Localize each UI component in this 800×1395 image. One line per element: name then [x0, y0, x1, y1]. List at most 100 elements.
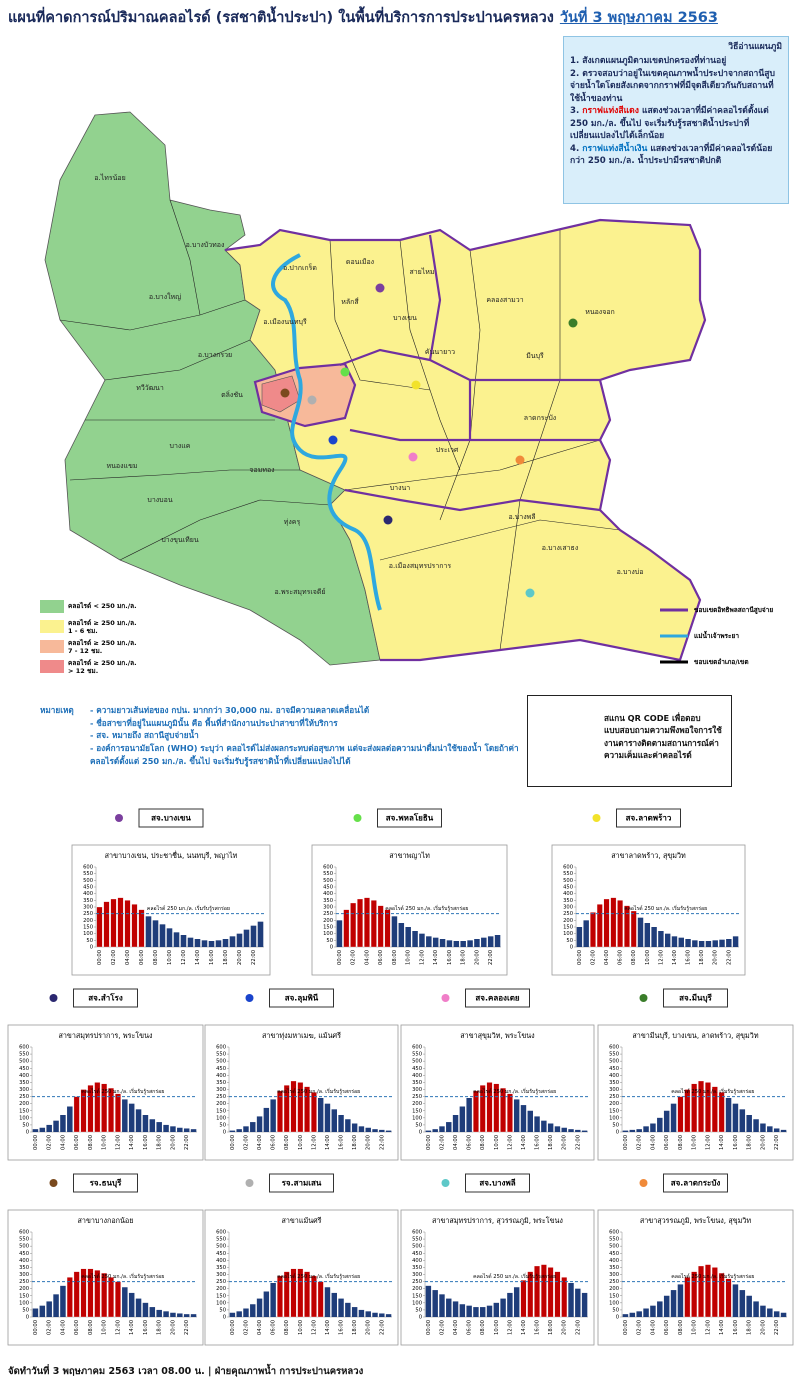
y-tick-label: 550 — [83, 871, 93, 877]
x-tick-label: 14:00 — [521, 1320, 527, 1335]
y-tick-label: 100 — [412, 1115, 422, 1121]
x-tick-label: 10:00 — [167, 950, 173, 965]
x-tick-label: 12:00 — [507, 1320, 513, 1335]
y-tick-label: 150 — [216, 1108, 226, 1114]
bar — [657, 1301, 663, 1317]
station-label-box — [616, 808, 681, 828]
station-label-box — [269, 1173, 334, 1193]
station-dot — [375, 283, 385, 293]
x-tick-label: 12:00 — [311, 1135, 317, 1150]
y-tick-label: 100 — [412, 1300, 422, 1306]
bar — [357, 898, 363, 948]
x-tick-label: 18:00 — [747, 1320, 753, 1335]
x-tick-label: 18:00 — [157, 1320, 163, 1335]
bar — [725, 1098, 732, 1132]
notes-heading: หมายเหตุ — [40, 705, 74, 715]
y-tick-label: 350 — [563, 898, 573, 904]
y-tick-label: 200 — [563, 918, 573, 924]
bar — [739, 1109, 746, 1132]
bar — [236, 1129, 242, 1132]
bar — [236, 933, 243, 947]
bar — [746, 1295, 752, 1317]
station-label: รจ.ธนบุรี — [90, 1178, 122, 1189]
y-tick-label: 300 — [216, 1272, 226, 1278]
y-tick-label: 450 — [216, 1066, 226, 1072]
y-tick-label: 600 — [412, 1045, 422, 1051]
x-tick-label: 00:00 — [230, 1135, 236, 1150]
x-tick-label: 02:00 — [439, 1135, 445, 1150]
x-tick-label: 04:00 — [125, 950, 131, 965]
station-label: สจ.คลองเตย — [475, 994, 520, 1003]
y-tick-label: 200 — [609, 1101, 619, 1107]
bar — [664, 933, 671, 947]
district-label: บางแค — [170, 442, 191, 450]
river — [271, 253, 382, 611]
bar — [277, 1090, 283, 1133]
chart-title: สาขาสมุทรปราการ, สุวรรณภูมิ, พระโขนง — [432, 1216, 563, 1225]
x-tick-label: 02:00 — [111, 950, 117, 965]
bar — [439, 1294, 445, 1317]
y-tick-label: 0 — [90, 945, 93, 951]
district-label: จอมทอง — [249, 466, 274, 474]
bar — [257, 921, 264, 947]
bar — [128, 1103, 135, 1132]
y-tick-label: 250 — [323, 911, 333, 917]
y-tick-label: 0 — [616, 1315, 619, 1321]
bar — [187, 937, 194, 947]
chart-panel — [551, 844, 746, 976]
bar — [80, 1268, 87, 1318]
x-tick-label: 18:00 — [548, 1135, 554, 1150]
bar — [128, 1292, 135, 1317]
x-tick-label: 04:00 — [453, 1135, 459, 1150]
district-label: สายไหม — [409, 267, 434, 276]
station-label-box — [73, 988, 138, 1008]
x-tick-label: 12:00 — [705, 1320, 711, 1335]
x-tick-label: 18:00 — [699, 950, 705, 965]
x-tick-label: 16:00 — [143, 1135, 149, 1150]
bar — [453, 941, 460, 947]
bar — [236, 1311, 242, 1317]
bar — [698, 1265, 704, 1318]
x-tick-label: 16:00 — [535, 1135, 541, 1150]
x-tick-label: 04:00 — [60, 1320, 66, 1335]
y-tick-label: 300 — [323, 905, 333, 911]
district-label: คลองสามวา — [486, 296, 523, 304]
station-label: รจ.สามเสน — [282, 1179, 322, 1188]
bar — [96, 906, 103, 948]
bar — [576, 927, 583, 947]
chart-title: สาขาบางเขน, ประชาชื่น, นนทบุรี, พญาไท — [105, 851, 238, 860]
y-tick-label: 400 — [609, 1258, 619, 1264]
bar — [250, 925, 257, 947]
station-label: สจ.สำโรง — [88, 993, 123, 1003]
district-line — [379, 519, 621, 561]
y-tick-label: 600 — [609, 1045, 619, 1051]
station-boundary — [344, 488, 601, 512]
bar — [554, 1126, 561, 1132]
bar — [372, 1312, 378, 1317]
bar — [201, 940, 208, 947]
bar — [365, 1127, 371, 1132]
bar — [636, 1129, 642, 1132]
y-tick-label: 400 — [323, 891, 333, 897]
x-tick-label: 20:00 — [366, 1135, 372, 1150]
legend-duration: > 12 ชม. — [68, 667, 98, 675]
legend-line-label: ขอบเขตอำเภอ/เขต — [694, 658, 749, 666]
y-tick-label: 200 — [609, 1286, 619, 1292]
district-label: อ.บางเสาธง — [542, 544, 579, 552]
x-tick-label: 02:00 — [243, 1320, 249, 1335]
district-label: บางนา — [390, 484, 411, 492]
station-label-box — [663, 988, 728, 1008]
y-tick-label: 250 — [83, 911, 93, 917]
bar — [432, 1129, 438, 1132]
district-label: หลักสี่ — [341, 297, 359, 306]
x-tick-label: 20:00 — [170, 1320, 176, 1335]
bar — [541, 1120, 547, 1132]
bar — [156, 1122, 162, 1132]
legend-duration: 7 - 12 ชม. — [68, 647, 102, 655]
bar — [636, 1311, 642, 1317]
bar — [581, 1130, 588, 1132]
x-tick-label: 20:00 — [474, 950, 480, 965]
bar — [568, 1129, 574, 1132]
bar — [452, 1115, 459, 1132]
